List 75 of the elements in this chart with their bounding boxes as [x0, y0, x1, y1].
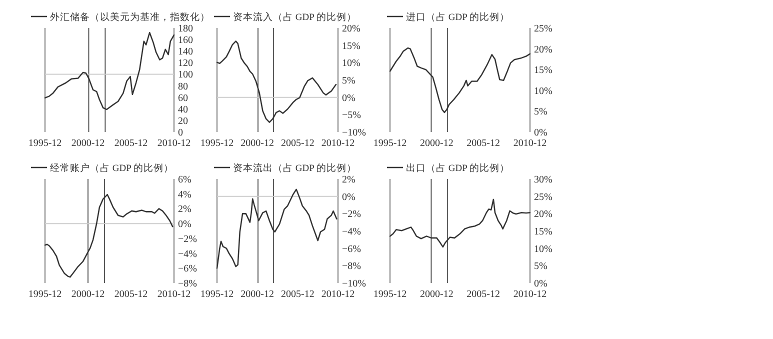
y-tick-label: 60 [178, 92, 188, 104]
x-tick-label: 2005-12 [280, 138, 314, 149]
y-tick-label: 160 [178, 35, 193, 46]
y-tick-label: 140 [178, 46, 193, 58]
y-tick-label: 25% [534, 192, 552, 203]
x-tick-label: 2005-12 [114, 138, 148, 149]
legend-label: 经常账户（占 GDP 的比例） [50, 162, 174, 174]
y-tick-label: 20 [178, 116, 188, 127]
x-tick-label: 2005-12 [280, 289, 314, 300]
y-tick-label: 100 [178, 70, 193, 81]
y-tick-label: −4% [178, 248, 197, 260]
y-tick-label: 20% [342, 24, 360, 34]
y-tick-label: 5% [534, 261, 548, 272]
y-tick-label: 10% [534, 86, 552, 97]
x-tick-label: 1995-12 [28, 138, 62, 149]
y-tick-label: 4% [178, 189, 192, 200]
y-tick-label: 0% [342, 92, 356, 104]
y-tick-label: 40 [178, 104, 188, 116]
x-tick-label: 2000-12 [71, 138, 105, 149]
y-tick-label: 25% [534, 24, 552, 34]
y-tick-label: 2% [342, 174, 356, 186]
y-tick-label: 120 [178, 58, 193, 70]
x-tick-label: 1995-12 [200, 138, 234, 149]
legend-label: 进口（占 GDP 的比例） [406, 11, 510, 23]
x-tick-label: 1995-12 [373, 289, 407, 300]
x-tick-label: 1995-12 [373, 138, 407, 149]
y-tick-label: 10% [342, 58, 360, 70]
x-tick-label: 2000-12 [420, 138, 454, 149]
y-tick-label: −5% [342, 110, 361, 122]
y-tick-label: −4% [342, 226, 361, 238]
x-tick-label: 2010-12 [157, 289, 191, 300]
y-tick-label: 0% [534, 278, 548, 290]
legend-label: 外汇储备（以美元为基准，指数化） [50, 11, 210, 23]
x-tick-label: 2005-12 [466, 138, 500, 149]
y-tick-label: 30% [534, 174, 552, 186]
y-tick-label: −2% [178, 234, 197, 245]
y-tick-label: −10% [342, 278, 366, 290]
x-tick-label: 2005-12 [466, 289, 500, 300]
y-tick-label: 6% [178, 174, 192, 186]
y-tick-label: 0 [178, 128, 183, 138]
y-tick-label: 0% [178, 219, 192, 230]
legend-label: 出口（占 GDP 的比例） [406, 162, 510, 174]
y-tick-label: −10% [342, 128, 366, 138]
y-tick-label: 5% [534, 106, 548, 118]
y-tick-label: 15% [342, 40, 360, 52]
x-tick-label: 2010-12 [157, 138, 191, 149]
y-tick-label: 5% [342, 76, 356, 86]
y-tick-label: 20% [534, 209, 552, 220]
y-tick-label: 15% [534, 65, 552, 76]
y-tick-label: 10% [534, 244, 552, 255]
y-tick-label: −6% [178, 264, 197, 275]
y-tick-label: −2% [342, 209, 361, 220]
y-tick-label: 15% [534, 226, 552, 238]
x-tick-label: 2010-12 [321, 289, 355, 300]
y-tick-label: 80 [178, 81, 188, 92]
legend-label: 资本流入（占 GDP 的比例） [233, 11, 356, 23]
x-tick-label: 2005-12 [114, 289, 148, 300]
x-tick-label: 2010-12 [513, 289, 547, 300]
x-tick-label: 2000-12 [71, 289, 105, 300]
y-tick-label: −8% [342, 261, 361, 272]
x-tick-label: 2010-12 [513, 138, 547, 149]
y-tick-label: 180 [178, 24, 193, 34]
y-tick-label: 20% [534, 44, 552, 56]
x-tick-label: 2000-12 [240, 138, 274, 149]
x-tick-label: 1995-12 [28, 289, 62, 300]
y-tick-label: −8% [178, 278, 197, 290]
x-tick-label: 2010-12 [321, 138, 355, 149]
x-tick-label: 1995-12 [200, 289, 234, 300]
y-tick-label: 0% [534, 128, 548, 138]
y-tick-label: 0% [342, 192, 356, 203]
legend-label: 资本流出（占 GDP 的比例） [233, 162, 356, 174]
y-tick-label: −6% [342, 244, 361, 255]
y-tick-label: 2% [178, 204, 192, 216]
x-tick-label: 2000-12 [420, 289, 454, 300]
x-tick-label: 2000-12 [240, 289, 274, 300]
